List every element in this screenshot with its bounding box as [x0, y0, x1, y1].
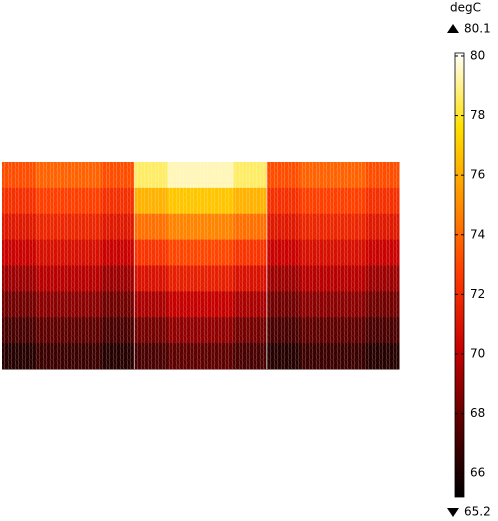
- unit-label: degC: [450, 1, 481, 15]
- colorbar: [454, 52, 465, 498]
- min-label: 65.2: [464, 505, 491, 519]
- colorbar-tick-label: 72: [470, 287, 485, 301]
- max-label: 80.1: [464, 22, 491, 36]
- colorbar-tick-label: 76: [470, 168, 485, 182]
- texture: [2, 162, 399, 369]
- colorbar-tick-label: 80: [470, 48, 485, 62]
- colorbar-tick-label: 68: [470, 406, 485, 420]
- colorbar-tick-label: 74: [470, 227, 485, 241]
- colorbar-tick-label: 66: [470, 466, 485, 480]
- colorbar-tick-label: 78: [470, 108, 485, 122]
- colorbar-tick-label: 70: [470, 346, 485, 360]
- min-arrow: [447, 508, 459, 517]
- max-arrow: [447, 24, 459, 33]
